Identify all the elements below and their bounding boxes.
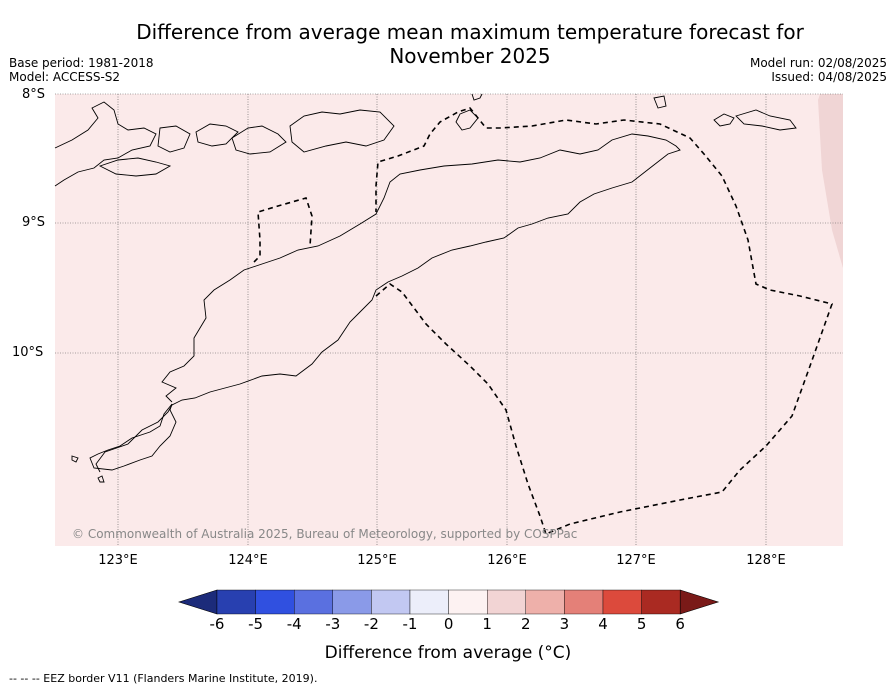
coastline-timor: [95, 133, 681, 473]
coastline-ndana: [97, 475, 105, 483]
coastline-moa: [735, 109, 797, 131]
lon-label-123e: 123°E: [98, 553, 138, 568]
colorbar-tick-label: 0: [443, 615, 454, 633]
coastline-adonara: [157, 125, 191, 153]
model-run: Model run: 02/08/2025: [749, 56, 887, 70]
lat-label-10s: 10°S: [12, 345, 44, 360]
colorbar-tick-label: 4: [598, 615, 608, 633]
base-period: Base period: 1981-2018: [9, 56, 154, 70]
colorbar-tick-label: 3: [559, 615, 570, 633]
lat-label-9s: 9°S: [22, 215, 46, 230]
colorbar-tick-label: -1: [402, 615, 418, 633]
copyright-notice: © Commonwealth of Australia 2025, Bureau…: [72, 527, 578, 541]
lon-label-124e: 124°E: [228, 553, 268, 568]
meta-right: Model run: 02/08/2025 Issued: 04/08/2025: [750, 56, 887, 84]
lon-label-128e: 128°E: [746, 553, 786, 568]
eez-border-timor-leste: [375, 107, 834, 536]
coastlines: [54, 93, 797, 483]
lon-label-127e: 127°E: [616, 553, 656, 568]
coastline-lembata: [195, 123, 239, 147]
lat-label-8s: 8°S: [22, 87, 46, 102]
colorbar-tick-label: -2: [363, 615, 379, 633]
colorbar-tick-label: -6: [209, 615, 225, 633]
colorbar-title: Difference from average (°C): [324, 643, 572, 663]
issued-date: Issued: 04/08/2025: [771, 70, 887, 84]
eez-border: [253, 107, 834, 536]
footer-note: -- -- -- EEZ border V11 (Flanders Marine…: [9, 672, 318, 685]
gridlines: [55, 93, 843, 546]
coastline-semau: [89, 403, 177, 471]
east-warm-region: [818, 94, 843, 268]
colorbar-tick-label: 1: [482, 615, 492, 633]
coastline-solor: [98, 157, 172, 177]
colorbar-tick-label: -3: [325, 615, 341, 633]
lon-label-126e: 126°E: [487, 553, 527, 568]
coastline-roti: [71, 455, 79, 463]
eez-border-oecusse: [253, 197, 313, 263]
coastline-atauro: [471, 93, 483, 101]
colorbar-tick-label: -5: [248, 615, 264, 633]
coastline-flores: [54, 101, 157, 187]
coastline-pantar: [231, 125, 287, 155]
colorbar-tick-label: 5: [636, 615, 647, 633]
chart-title: Difference from average mean maximum tem…: [136, 20, 804, 68]
model-name: Model: ACCESS-S2: [9, 70, 121, 84]
map-background: [55, 94, 843, 546]
coastline-alor: [289, 109, 395, 153]
meta-left: Base period: 1981-2018 Model: ACCESS-S2: [9, 56, 154, 84]
coastline-leti: [713, 113, 735, 127]
lon-label-125e: 125°E: [357, 553, 397, 568]
colorbar-tick-label: -4: [286, 615, 302, 633]
coastline-kisar: [653, 95, 667, 109]
colorbar-tick-label: 2: [521, 615, 531, 633]
coastline-wetar: [455, 109, 479, 131]
colorbar-tick-label: 6: [675, 615, 685, 633]
